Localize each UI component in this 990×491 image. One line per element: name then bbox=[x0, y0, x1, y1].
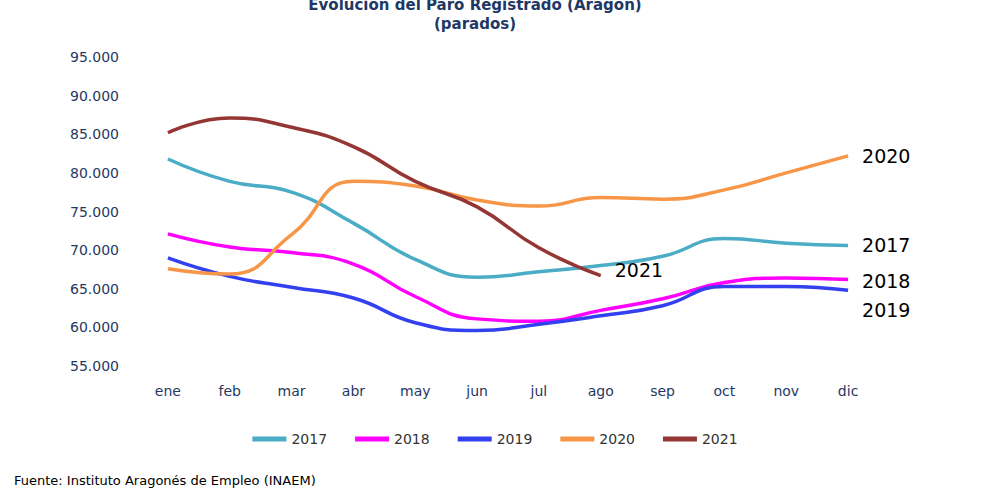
svg-text:2019: 2019 bbox=[862, 299, 910, 321]
svg-text:2017: 2017 bbox=[291, 431, 327, 447]
svg-text:2021: 2021 bbox=[702, 431, 738, 447]
svg-text:jul: jul bbox=[530, 383, 548, 399]
svg-text:2018: 2018 bbox=[394, 431, 430, 447]
svg-text:nov: nov bbox=[773, 383, 799, 399]
svg-text:65.000: 65.000 bbox=[70, 281, 119, 297]
svg-text:2017: 2017 bbox=[862, 234, 910, 256]
svg-text:80.000: 80.000 bbox=[70, 165, 119, 181]
svg-text:90.000: 90.000 bbox=[70, 88, 119, 104]
svg-text:feb: feb bbox=[219, 383, 242, 399]
svg-text:Evolución del Paro Registrado: Evolución del Paro Registrado (Aragón) bbox=[308, 0, 641, 14]
svg-text:dic: dic bbox=[838, 383, 858, 399]
svg-text:2018: 2018 bbox=[862, 270, 910, 292]
svg-text:2020: 2020 bbox=[599, 431, 635, 447]
svg-text:(parados): (parados) bbox=[434, 15, 516, 33]
svg-text:2019: 2019 bbox=[497, 431, 533, 447]
svg-text:mar: mar bbox=[278, 383, 306, 399]
svg-text:55.000: 55.000 bbox=[70, 358, 119, 374]
svg-text:2021: 2021 bbox=[615, 259, 663, 281]
svg-text:70.000: 70.000 bbox=[70, 242, 119, 258]
svg-text:Fuente: Instituto Aragonés de: Fuente: Instituto Aragonés de Empleo (IN… bbox=[14, 473, 316, 488]
svg-text:75.000: 75.000 bbox=[70, 204, 119, 220]
svg-text:abr: abr bbox=[342, 383, 365, 399]
svg-text:oct: oct bbox=[714, 383, 736, 399]
svg-text:2020: 2020 bbox=[862, 145, 910, 167]
svg-text:ene: ene bbox=[155, 383, 181, 399]
svg-text:sep: sep bbox=[650, 383, 675, 399]
svg-text:85.000: 85.000 bbox=[70, 126, 119, 142]
svg-text:60.000: 60.000 bbox=[70, 319, 119, 335]
svg-text:95.000: 95.000 bbox=[70, 49, 119, 65]
svg-text:ago: ago bbox=[588, 383, 614, 399]
svg-text:may: may bbox=[400, 383, 431, 399]
svg-text:jun: jun bbox=[465, 383, 488, 399]
